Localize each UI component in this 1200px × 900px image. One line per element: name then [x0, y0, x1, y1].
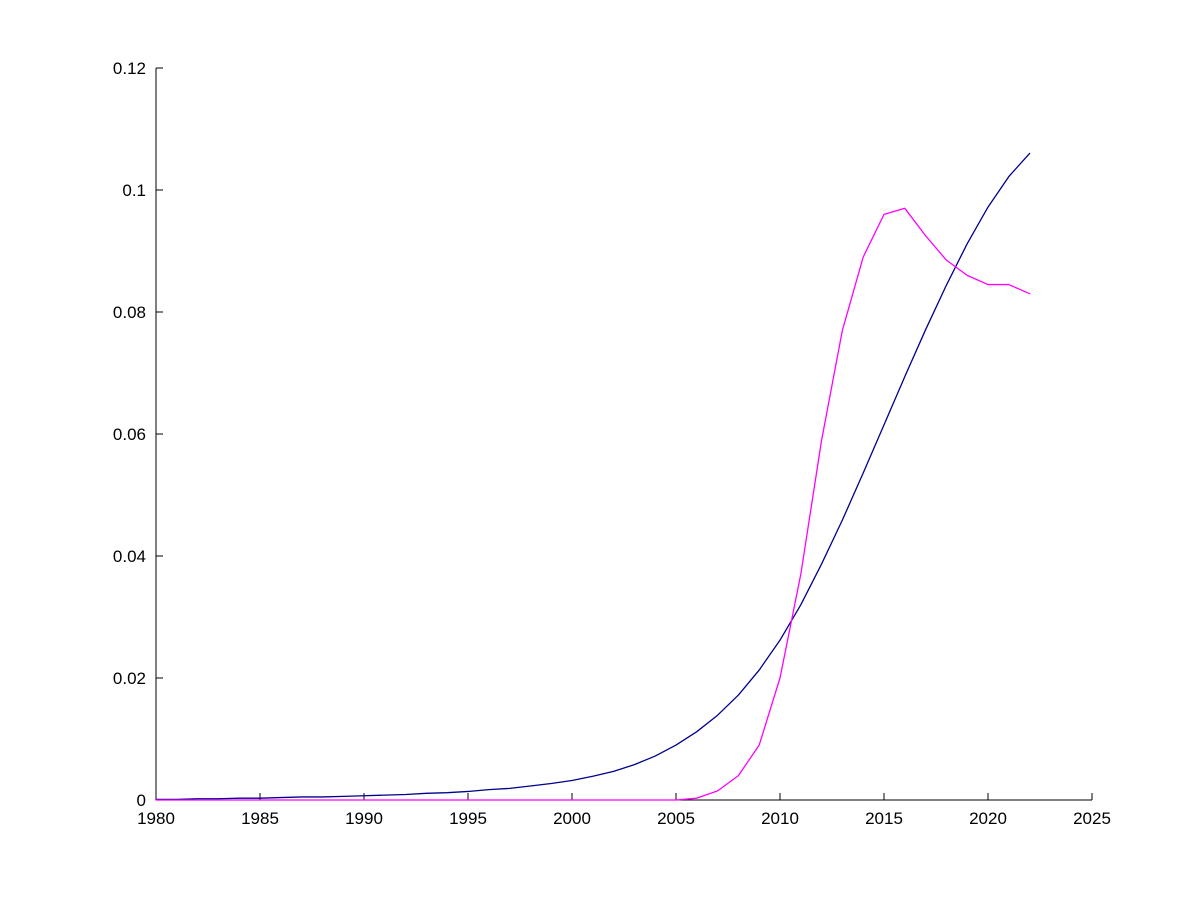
x-tick-label: 2015 — [865, 809, 903, 828]
x-tick-label: 1980 — [137, 809, 175, 828]
y-tick-label: 0.12 — [113, 59, 146, 78]
y-tick-label: 0.06 — [113, 425, 146, 444]
x-tick-label: 2005 — [657, 809, 695, 828]
y-tick-label: 0.1 — [122, 181, 146, 200]
y-tick-label: 0 — [137, 791, 146, 810]
y-tick-label: 0.08 — [113, 303, 146, 322]
y-tick-label: 0.02 — [113, 669, 146, 688]
series-line-series2-magenta — [155, 207, 1031, 801]
series-line-series1-dark-blue — [155, 152, 1031, 801]
x-tick-label: 1990 — [345, 809, 383, 828]
x-tick-label: 2010 — [761, 809, 799, 828]
y-tick-label: 0.04 — [113, 547, 146, 566]
x-tick-label: 2025 — [1073, 809, 1111, 828]
x-tick-label: 1985 — [241, 809, 279, 828]
x-tick-label: 2020 — [969, 809, 1007, 828]
x-tick-label: 1995 — [449, 809, 487, 828]
x-tick-label: 2000 — [553, 809, 591, 828]
